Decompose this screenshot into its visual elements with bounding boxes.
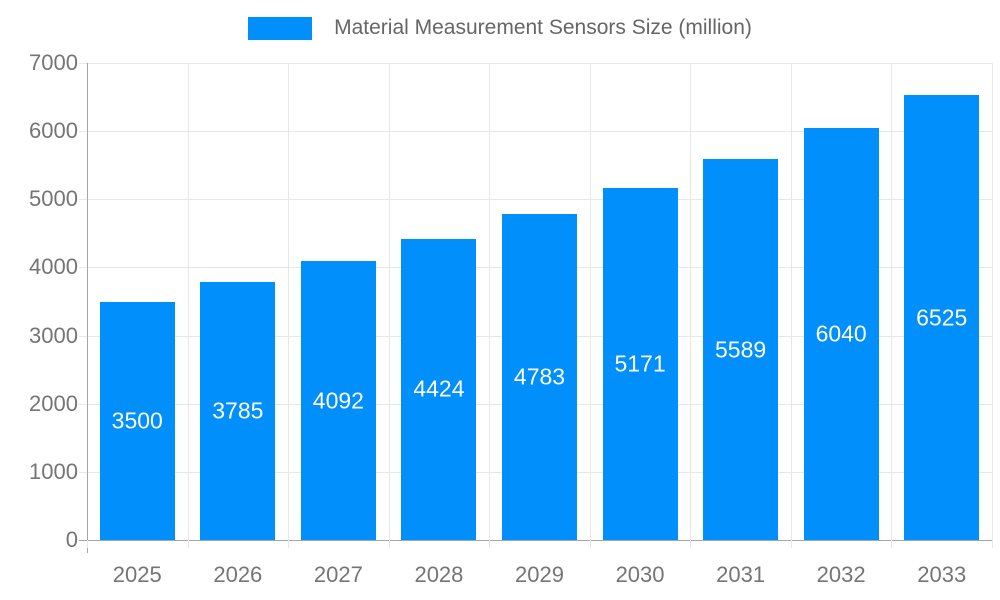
y-axis-line — [87, 63, 88, 540]
legend-label: Material Measurement Sensors Size (milli… — [334, 16, 752, 39]
bar-value-label: 6525 — [916, 304, 968, 331]
x-axis-tick — [790, 540, 792, 548]
gridline-vertical — [187, 63, 189, 540]
x-axis-tick-label: 2031 — [716, 562, 766, 587]
plot-area: 3500 3785 4092 4424 4783 5171 5589 6040 6525 — [87, 63, 993, 540]
x-axis-tick — [891, 540, 893, 548]
x-axis-tick-label: 2029 — [515, 562, 564, 587]
bar-value-label: 3785 — [212, 397, 264, 424]
y-axis-tick — [79, 335, 87, 337]
x-axis-tick — [187, 540, 189, 548]
legend-item[interactable]: Material Measurement Sensors Size (milli… — [0, 12, 1000, 44]
x-axis-tick-label: 2026 — [213, 562, 263, 587]
y-axis-tick — [79, 267, 87, 269]
gridline-vertical — [388, 63, 390, 540]
y-axis-tick — [79, 131, 87, 133]
gridline-vertical — [288, 63, 290, 540]
x-axis-tick — [690, 540, 692, 548]
x-axis-tick — [87, 540, 88, 548]
x-axis-tick — [388, 540, 390, 548]
y-axis-tick-label: 6000 — [29, 118, 78, 144]
bar[interactable]: 6525 — [904, 95, 980, 540]
bar[interactable]: 6040 — [803, 128, 879, 540]
gridline-horizontal — [87, 63, 992, 64]
y-axis-tick-label: 5000 — [29, 186, 78, 212]
gridline-vertical — [992, 63, 993, 540]
gridline-vertical — [589, 63, 591, 540]
gridline-horizontal — [87, 199, 992, 201]
bar-value-label: 6040 — [815, 320, 867, 347]
bar-value-label: 4092 — [312, 387, 364, 414]
x-axis-tick-label: 2027 — [313, 562, 363, 587]
bar[interactable]: 4424 — [401, 238, 477, 540]
bar[interactable]: 3785 — [200, 282, 276, 540]
y-axis-tick-label: 1000 — [29, 458, 78, 484]
bar-value-label: 3500 — [111, 407, 163, 434]
bar-value-label: 5171 — [614, 350, 666, 377]
x-axis-tick-label: 2033 — [917, 562, 967, 587]
x-axis-tick — [288, 540, 290, 548]
y-axis-tick — [79, 403, 87, 405]
bar[interactable]: 5171 — [602, 187, 678, 540]
bar[interactable]: 3500 — [99, 301, 175, 540]
bar[interactable]: 4783 — [502, 214, 577, 540]
y-axis-tick-label: 4000 — [29, 254, 78, 280]
x-axis-tick — [589, 540, 591, 548]
x-axis-line — [79, 540, 992, 541]
bar-value-label: 5589 — [715, 336, 767, 363]
y-axis-tick — [79, 63, 87, 64]
bar[interactable]: 5589 — [703, 159, 779, 540]
bar-value-label: 4424 — [413, 375, 465, 402]
x-axis-tick — [992, 540, 993, 548]
x-axis-tick-label: 2030 — [615, 562, 665, 587]
y-axis-tick — [79, 471, 87, 473]
y-axis-tick — [79, 199, 87, 201]
bar[interactable]: 4092 — [300, 261, 376, 540]
x-axis-tick-label: 2025 — [112, 562, 162, 587]
y-axis-tick-label: 0 — [65, 527, 78, 552]
y-axis-tick-label: 2000 — [29, 390, 78, 416]
y-axis-tick-label: 7000 — [29, 50, 78, 75]
y-axis-tick-label: 3000 — [29, 322, 78, 348]
legend-swatch-icon — [248, 16, 313, 40]
gridline-horizontal — [87, 131, 992, 133]
x-axis-tick-label: 2032 — [816, 562, 866, 587]
x-axis-tick — [489, 540, 491, 548]
gridline-vertical — [790, 63, 792, 540]
gridline-vertical — [690, 63, 692, 540]
bar-value-label: 4783 — [513, 363, 566, 390]
x-axis-tick-label: 2028 — [414, 562, 464, 587]
gridline-vertical — [489, 63, 491, 540]
gridline-vertical — [891, 63, 893, 540]
